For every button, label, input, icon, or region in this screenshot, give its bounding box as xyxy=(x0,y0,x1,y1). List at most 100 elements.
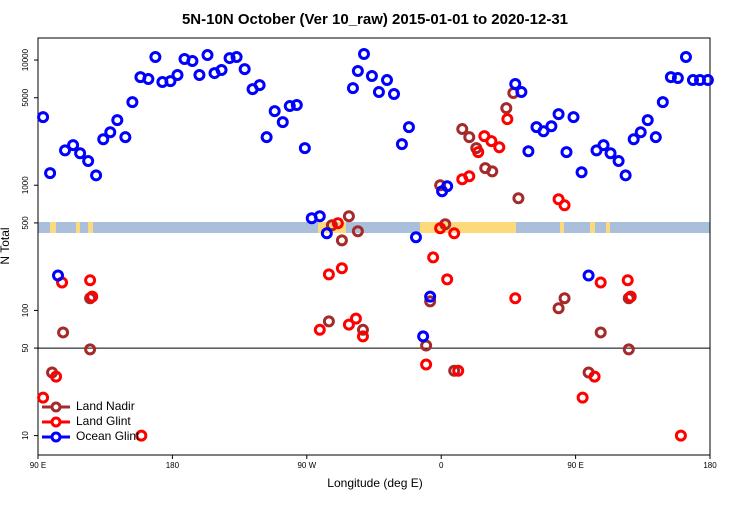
point xyxy=(372,86,385,99)
point xyxy=(357,48,370,61)
point xyxy=(335,234,348,247)
point xyxy=(621,274,634,287)
point xyxy=(135,429,148,442)
point xyxy=(485,135,498,148)
legend-label: Land Glint xyxy=(76,414,131,428)
point xyxy=(119,131,132,144)
point xyxy=(434,222,447,235)
point xyxy=(104,126,117,139)
point xyxy=(486,165,499,178)
point xyxy=(537,125,550,138)
point xyxy=(335,262,348,275)
point xyxy=(201,49,214,62)
point xyxy=(701,74,714,87)
point xyxy=(552,302,565,315)
point xyxy=(349,312,362,325)
point xyxy=(686,74,699,87)
point xyxy=(380,74,393,87)
point xyxy=(463,170,476,183)
point xyxy=(171,69,184,82)
legend-label: Ocean Glint xyxy=(76,429,140,443)
point xyxy=(74,147,87,160)
x-tick-label: 180 xyxy=(166,461,180,470)
point xyxy=(656,96,669,109)
point xyxy=(164,75,177,88)
point xyxy=(634,126,647,139)
point xyxy=(356,330,369,343)
x-tick-label: 90 E xyxy=(30,461,46,470)
point xyxy=(493,141,506,154)
point xyxy=(545,120,558,133)
point xyxy=(604,147,617,160)
legend-marker xyxy=(50,431,62,443)
point xyxy=(149,51,162,64)
point xyxy=(456,123,469,136)
point xyxy=(558,199,571,212)
point xyxy=(111,114,124,127)
point xyxy=(298,142,311,155)
point xyxy=(448,227,461,240)
point xyxy=(37,111,50,124)
point xyxy=(84,343,97,356)
point xyxy=(627,133,640,146)
point xyxy=(388,88,401,101)
point xyxy=(679,51,692,64)
chart-title: 5N-10N October (Ver 10_raw) 2015-01-01 t… xyxy=(182,11,568,28)
point xyxy=(576,391,589,404)
point xyxy=(325,219,338,232)
point xyxy=(427,251,440,264)
x-tick-label: 180 xyxy=(703,461,717,470)
point xyxy=(365,70,378,83)
point xyxy=(223,52,236,65)
y-tick-label: 5000 xyxy=(21,88,30,106)
point xyxy=(86,290,99,303)
point xyxy=(230,51,243,64)
point xyxy=(268,105,281,118)
y-tick-label: 500 xyxy=(21,216,30,230)
point xyxy=(560,146,573,159)
point xyxy=(346,82,359,95)
point xyxy=(215,64,228,77)
point xyxy=(509,292,522,305)
point xyxy=(342,318,355,331)
point xyxy=(44,167,57,180)
point xyxy=(97,133,110,146)
point xyxy=(253,79,266,92)
point xyxy=(452,364,465,377)
point xyxy=(283,100,296,113)
point xyxy=(674,429,687,442)
point xyxy=(82,155,95,168)
point xyxy=(641,114,654,127)
point xyxy=(558,292,571,305)
point xyxy=(501,113,514,126)
legend-label: Land Nadir xyxy=(76,399,135,413)
point xyxy=(57,326,70,339)
y-tick-label: 10 xyxy=(21,431,30,440)
y-tick-label: 100 xyxy=(21,303,30,317)
point xyxy=(52,269,65,282)
point xyxy=(500,102,513,115)
ocean-band xyxy=(38,222,710,233)
point xyxy=(126,96,139,109)
point xyxy=(472,146,485,159)
point xyxy=(441,180,454,193)
point xyxy=(671,72,684,85)
point xyxy=(351,65,364,78)
land-band xyxy=(50,222,610,233)
point xyxy=(59,144,72,157)
point xyxy=(342,210,355,223)
x-tick-label: 0 xyxy=(439,461,444,470)
y-axis-label: N Total xyxy=(0,227,12,264)
point xyxy=(322,268,335,281)
point xyxy=(434,179,447,192)
point xyxy=(509,78,522,91)
point xyxy=(186,55,199,68)
point xyxy=(649,131,662,144)
point xyxy=(619,169,632,182)
point xyxy=(320,227,333,240)
point xyxy=(90,169,103,182)
point xyxy=(567,111,580,124)
point xyxy=(276,116,289,129)
y-tick-label: 50 xyxy=(21,343,30,352)
point xyxy=(582,269,595,282)
